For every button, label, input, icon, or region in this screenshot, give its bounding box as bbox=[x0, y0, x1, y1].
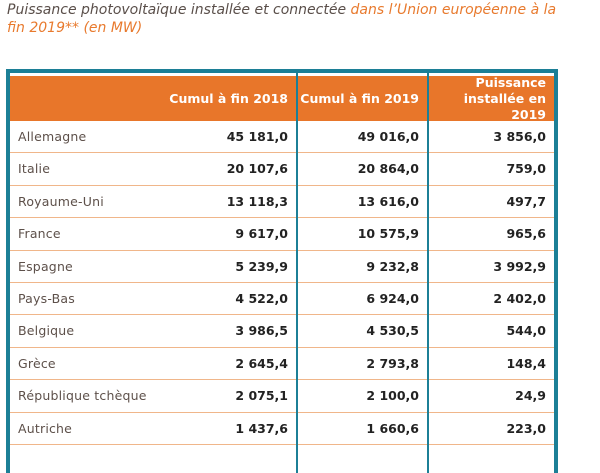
country-name: République tchèque bbox=[18, 388, 147, 404]
pv-capacity-table: Cumul à fin 2018 Cumul à fin 2019 Puissa… bbox=[6, 69, 558, 473]
cumul-2018: 2 645,4 bbox=[235, 355, 288, 371]
cumul-2019: 2 793,8 bbox=[366, 355, 419, 371]
installed-2019: 24,9 bbox=[515, 388, 546, 404]
cumul-2019: 49 016,0 bbox=[357, 129, 419, 144]
country-name: Italie bbox=[18, 161, 51, 177]
header-installed-2019: Puissance installée en 2019 bbox=[463, 74, 546, 122]
cumul-2018: 20 107,6 bbox=[226, 161, 288, 177]
table-row: Belgique 3 986,5 4 530,5 544,0 bbox=[10, 315, 554, 348]
cumul-2019: 4 530,5 bbox=[366, 323, 419, 339]
column-divider bbox=[427, 73, 429, 473]
installed-2019: 497,7 bbox=[506, 193, 546, 209]
column-divider bbox=[296, 73, 298, 473]
cumul-2019: 10 575,9 bbox=[357, 226, 419, 242]
cumul-2018: 45 181,0 bbox=[226, 129, 288, 144]
table-row: Autriche 1 437,6 1 660,6 223,0 bbox=[10, 413, 554, 445]
installed-2019: 965,6 bbox=[506, 226, 546, 242]
table-row: Allemagne 45 181,0 49 016,0 3 856,0 bbox=[10, 121, 554, 154]
cumul-2019: 6 924,0 bbox=[366, 291, 419, 306]
installed-2019: 3 856,0 bbox=[493, 129, 546, 144]
cumul-2019: 20 864,0 bbox=[357, 161, 419, 177]
cumul-2019: 9 232,8 bbox=[366, 258, 419, 274]
country-name: France bbox=[18, 226, 61, 242]
title-accent: dans l’Union européenne à la fin 2019** … bbox=[7, 2, 557, 36]
installed-2019: 148,4 bbox=[506, 355, 546, 371]
installed-2019: 3 992,9 bbox=[493, 258, 546, 274]
installed-2019: 223,0 bbox=[506, 420, 546, 436]
country-name: Belgique bbox=[18, 323, 75, 339]
table-row: Espagne 5 239,9 9 232,8 3 992,9 bbox=[10, 251, 554, 283]
country-name: Espagne bbox=[18, 258, 73, 274]
country-name: Royaume-Uni bbox=[18, 193, 104, 209]
cumul-2018: 1 437,6 bbox=[235, 420, 288, 436]
cumul-2018: 13 118,3 bbox=[226, 193, 288, 209]
table-row: Grèce 2 645,4 2 793,8 148,4 bbox=[10, 348, 554, 381]
header-cumul-2019: Cumul à fin 2019 bbox=[300, 90, 419, 106]
country-name: Pays-Bas bbox=[18, 291, 75, 306]
cumul-2018: 3 986,5 bbox=[235, 323, 288, 339]
cumul-2018: 2 075,1 bbox=[235, 388, 288, 404]
title-main: Puissance photovoltaïque installée et co… bbox=[7, 2, 351, 18]
table-row: France 9 617,0 10 575,9 965,6 bbox=[10, 218, 554, 251]
header-cumul-2018: Cumul à fin 2018 bbox=[169, 90, 288, 106]
cumul-2018: 4 522,0 bbox=[235, 291, 288, 306]
cumul-2018: 9 617,0 bbox=[235, 226, 288, 242]
installed-2019: 2 402,0 bbox=[493, 291, 546, 306]
installed-2019: 759,0 bbox=[506, 161, 546, 177]
table-row: Italie 20 107,6 20 864,0 759,0 bbox=[10, 153, 554, 186]
cumul-2019: 1 660,6 bbox=[366, 420, 419, 436]
table-title: Puissance photovoltaïque installée et co… bbox=[7, 1, 567, 37]
cumul-2019: 2 100,0 bbox=[366, 388, 419, 404]
country-name: Grèce bbox=[18, 355, 56, 371]
country-name: Autriche bbox=[18, 420, 73, 436]
table-row: Pays-Bas 4 522,0 6 924,0 2 402,0 bbox=[10, 283, 554, 316]
cumul-2018: 5 239,9 bbox=[235, 258, 288, 274]
table-row: Royaume-Uni 13 118,3 13 616,0 497,7 bbox=[10, 186, 554, 219]
country-name: Allemagne bbox=[18, 129, 87, 144]
table-row: République tchèque 2 075,1 2 100,0 24,9 bbox=[10, 380, 554, 413]
cumul-2019: 13 616,0 bbox=[357, 193, 419, 209]
table-header: Cumul à fin 2018 Cumul à fin 2019 Puissa… bbox=[10, 74, 554, 122]
installed-2019: 544,0 bbox=[506, 323, 546, 339]
